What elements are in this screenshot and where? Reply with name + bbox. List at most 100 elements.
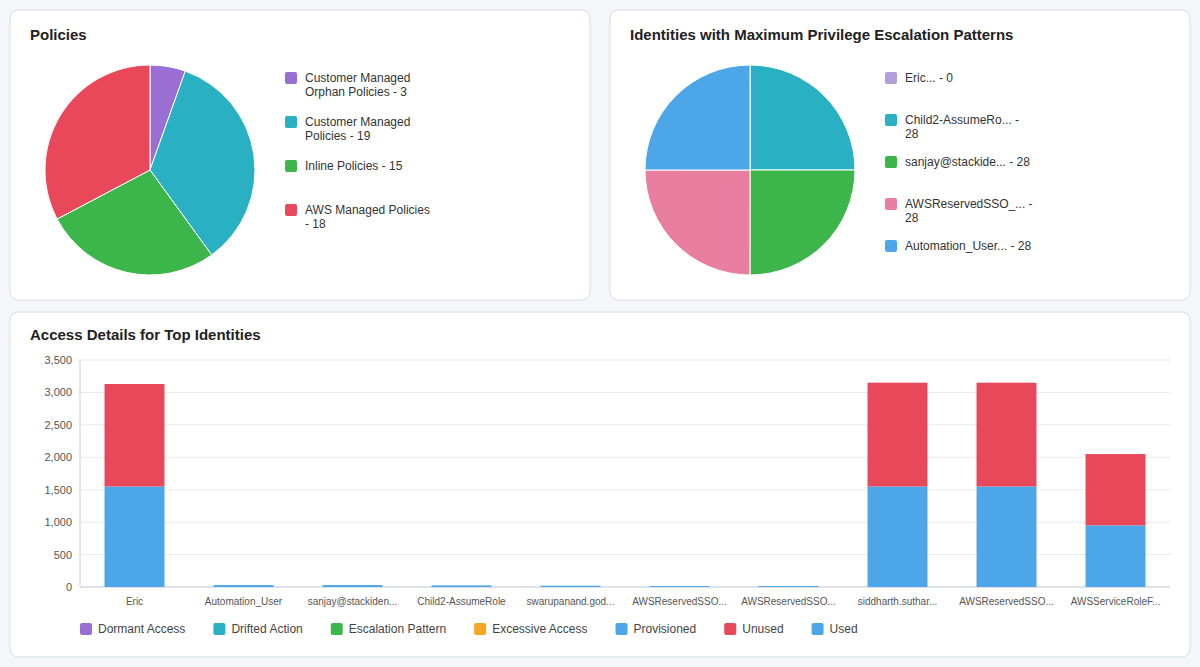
bar-segment (432, 585, 492, 586)
legend-label-line: sanjay@stackide... - 28 (905, 155, 1030, 169)
pie-slice (45, 65, 150, 219)
tick-label: Automation_User (205, 596, 283, 607)
legend-swatch (285, 204, 297, 216)
legend-label-line: Automation_User... - 28 (905, 239, 1031, 253)
tick-label: sanjay@stackiden... (308, 596, 398, 607)
tick-label: 3,500 (44, 354, 72, 366)
legend: Eric... - 0Child2-AssumeRo... -28sanjay@… (885, 71, 1033, 253)
legend-swatch (616, 623, 628, 635)
legend-label-line: Policies - 19 (305, 129, 371, 143)
tick-label: 0 (66, 581, 72, 593)
bar-segment (868, 486, 928, 587)
legend-label: Child2-AssumeRo... -28 (905, 113, 1019, 141)
bar-segment (1086, 454, 1146, 525)
tick-label: Eric (126, 596, 143, 607)
pie-slice (645, 65, 750, 170)
legend-label: Automation_User... - 28 (905, 239, 1031, 253)
panel-background (610, 10, 1190, 300)
tick-label: 2,000 (44, 451, 72, 463)
legend-label: AWS Managed Policies- 18 (305, 203, 430, 231)
tick-label: AWSServiceRoleF... (1071, 596, 1161, 607)
legend-label: Eric... - 0 (905, 71, 953, 85)
bar-segment (214, 585, 274, 587)
legend-swatch (80, 623, 92, 635)
legend-label-line: 28 (905, 211, 919, 225)
bar-segment (1086, 525, 1146, 587)
axis-line (80, 360, 81, 587)
legend-label-line: Customer Managed (305, 71, 410, 85)
bar-segment (323, 585, 383, 587)
legend-label: Excessive Access (492, 622, 587, 636)
legend-swatch (285, 160, 297, 172)
legend-label: Inline Policies - 15 (305, 159, 403, 173)
dashboard: PoliciesCustomer ManagedOrphan Policies … (0, 0, 1200, 667)
legend-swatch (885, 156, 897, 168)
legend: Dormant Access Drifted Action Escalation P… (80, 622, 858, 636)
legend-label: Customer ManagedOrphan Policies - 3 (305, 71, 410, 99)
bar-segment (105, 486, 165, 587)
tick-label: 1,500 (44, 484, 72, 496)
legend-label: Used (830, 622, 858, 636)
legend-label-line: Child2-AssumeRo... - (905, 113, 1019, 127)
bar-segment (759, 586, 819, 587)
tick-label: AWSReservedSSO... (959, 596, 1054, 607)
bar-segment (214, 585, 274, 586)
chart-title: Identities with Maximum Privilege Escala… (630, 26, 1013, 43)
tick-label: siddharth.suthar... (858, 596, 938, 607)
legend-label-line: AWSReservedSSO_... - (905, 197, 1033, 211)
tick-label: swarupanand.god... (527, 596, 615, 607)
legend-label-line: 28 (905, 127, 919, 141)
legend-swatch (285, 72, 297, 84)
pie (645, 65, 855, 275)
legend-label-line: - 18 (305, 217, 326, 231)
legend-label-line: Orphan Policies - 3 (305, 85, 407, 99)
legend-swatch (285, 116, 297, 128)
legend-label: AWSReservedSSO_... -28 (905, 197, 1033, 225)
y-axis: 05001,0001,5002,0002,5003,0003,500 (44, 354, 1170, 593)
x-axis: EricAutomation_Usersanjay@stackiden...Ch… (126, 596, 1160, 607)
bar-segment (323, 585, 383, 586)
chart-title: Access Details for Top Identities (30, 326, 261, 343)
legend-label-line: Eric... - 0 (905, 71, 953, 85)
bar-segment (650, 586, 710, 587)
legend-label: Provisioned (634, 622, 697, 636)
bar-segment (868, 383, 928, 487)
tick-label: AWSReservedSSO... (632, 596, 727, 607)
tick-label: AWSReservedSSO... (741, 596, 836, 607)
legend-label: Escalation Pattern (349, 622, 446, 636)
legend-label-line: AWS Managed Policies (305, 203, 430, 217)
pie-slice (750, 65, 855, 170)
pie-slice (645, 170, 750, 275)
pie-slice (750, 170, 855, 275)
bar-segment (105, 384, 165, 486)
bar-segment (759, 586, 819, 587)
legend-swatch (885, 114, 897, 126)
legend-label: Dormant Access (98, 622, 185, 636)
legend-label-line: Customer Managed (305, 115, 410, 129)
bar-segment (432, 585, 492, 587)
legend-swatch (724, 623, 736, 635)
legend-swatch (812, 623, 824, 635)
grid-line (80, 360, 1170, 361)
legend-swatch (885, 72, 897, 84)
legend-swatch (213, 623, 225, 635)
legend-label: sanjay@stackide... - 28 (905, 155, 1030, 169)
tick-label: 500 (54, 549, 72, 561)
legend-label: Unused (742, 622, 783, 636)
tick-label: 3,000 (44, 386, 72, 398)
panel-background (10, 10, 590, 300)
legend: Customer ManagedOrphan Policies - 3Custo… (285, 71, 430, 231)
chart-title: Policies (30, 26, 87, 43)
bars (105, 383, 1146, 587)
legend-label: Drifted Action (231, 622, 302, 636)
bar-segment (650, 586, 710, 587)
tick-label: 2,500 (44, 419, 72, 431)
panel-background (10, 312, 1190, 657)
bar-segment (541, 586, 601, 587)
legend-label: Customer ManagedPolicies - 19 (305, 115, 410, 143)
page: {"chart_data": [ {"type": "pie", "title"… (0, 0, 1200, 667)
bar-segment (541, 585, 601, 586)
legend-label-line: Inline Policies - 15 (305, 159, 403, 173)
legend-swatch (885, 240, 897, 252)
legend-swatch (331, 623, 343, 635)
